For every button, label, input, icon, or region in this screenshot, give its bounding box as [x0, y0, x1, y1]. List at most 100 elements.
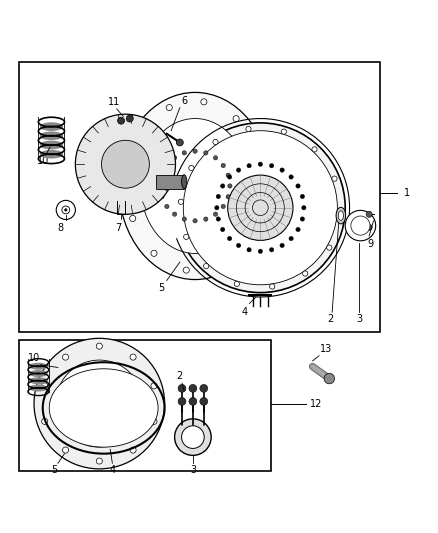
- Circle shape: [64, 208, 67, 211]
- Circle shape: [234, 281, 240, 286]
- Ellipse shape: [338, 211, 343, 220]
- Circle shape: [158, 184, 162, 188]
- Ellipse shape: [40, 122, 63, 131]
- Circle shape: [351, 216, 370, 235]
- Circle shape: [96, 458, 102, 464]
- Circle shape: [183, 267, 189, 273]
- Ellipse shape: [40, 141, 63, 149]
- Circle shape: [258, 162, 262, 166]
- Circle shape: [300, 217, 304, 221]
- Circle shape: [269, 164, 274, 168]
- Circle shape: [237, 168, 241, 172]
- Circle shape: [216, 195, 220, 199]
- Circle shape: [228, 175, 293, 240]
- Circle shape: [215, 206, 219, 210]
- Circle shape: [189, 165, 194, 171]
- Circle shape: [213, 212, 218, 216]
- Text: 4: 4: [110, 465, 116, 475]
- Circle shape: [175, 419, 211, 455]
- Circle shape: [151, 383, 157, 389]
- Circle shape: [166, 104, 172, 111]
- Circle shape: [246, 126, 251, 132]
- Circle shape: [303, 271, 308, 276]
- Text: 11: 11: [108, 97, 120, 107]
- Circle shape: [63, 447, 69, 453]
- Circle shape: [289, 236, 293, 241]
- Circle shape: [184, 234, 189, 239]
- Text: 6: 6: [181, 96, 187, 107]
- Circle shape: [233, 116, 239, 122]
- Text: 13: 13: [319, 344, 332, 354]
- Text: 10: 10: [37, 156, 49, 166]
- Circle shape: [189, 398, 197, 405]
- Text: 2: 2: [327, 314, 333, 325]
- Circle shape: [281, 129, 286, 134]
- Circle shape: [193, 149, 197, 154]
- Circle shape: [173, 212, 177, 216]
- Ellipse shape: [29, 370, 48, 377]
- Circle shape: [247, 164, 251, 168]
- Circle shape: [227, 175, 232, 179]
- Circle shape: [160, 195, 164, 199]
- Circle shape: [247, 248, 251, 252]
- Circle shape: [151, 251, 157, 256]
- Text: 9: 9: [367, 239, 374, 249]
- Circle shape: [237, 243, 241, 248]
- Text: 12: 12: [311, 399, 323, 409]
- Circle shape: [312, 147, 317, 152]
- Circle shape: [200, 398, 208, 405]
- Circle shape: [213, 139, 218, 144]
- Circle shape: [75, 114, 176, 214]
- Circle shape: [102, 140, 149, 188]
- Ellipse shape: [141, 118, 250, 254]
- Circle shape: [228, 184, 232, 188]
- Circle shape: [182, 426, 204, 448]
- Circle shape: [42, 383, 48, 389]
- Circle shape: [226, 195, 230, 199]
- Circle shape: [178, 398, 186, 405]
- Circle shape: [189, 384, 197, 392]
- Circle shape: [280, 168, 284, 172]
- Circle shape: [254, 150, 261, 157]
- Circle shape: [204, 263, 209, 269]
- Circle shape: [62, 206, 70, 214]
- Circle shape: [302, 206, 306, 210]
- Circle shape: [204, 151, 208, 155]
- Ellipse shape: [40, 132, 63, 140]
- Circle shape: [324, 373, 335, 384]
- Ellipse shape: [336, 207, 346, 224]
- Circle shape: [200, 384, 208, 392]
- Circle shape: [184, 131, 337, 285]
- Circle shape: [259, 194, 265, 200]
- Circle shape: [42, 418, 48, 424]
- Circle shape: [221, 204, 226, 208]
- Circle shape: [220, 184, 225, 188]
- Circle shape: [280, 243, 284, 248]
- Circle shape: [258, 249, 262, 254]
- Circle shape: [269, 248, 274, 252]
- Circle shape: [130, 215, 136, 222]
- Text: 4: 4: [241, 306, 247, 317]
- Circle shape: [56, 360, 143, 447]
- Circle shape: [246, 235, 251, 241]
- Circle shape: [130, 447, 136, 453]
- Circle shape: [176, 123, 345, 293]
- Text: 10: 10: [28, 353, 40, 363]
- Circle shape: [300, 195, 304, 199]
- Circle shape: [201, 99, 207, 105]
- Circle shape: [337, 211, 343, 216]
- Circle shape: [213, 156, 218, 160]
- Circle shape: [130, 354, 136, 360]
- Text: 3: 3: [190, 465, 196, 475]
- Text: 5: 5: [159, 283, 165, 293]
- Ellipse shape: [29, 363, 48, 370]
- Circle shape: [165, 163, 169, 168]
- Circle shape: [126, 115, 133, 122]
- Circle shape: [182, 217, 187, 221]
- Circle shape: [296, 228, 300, 232]
- Circle shape: [173, 156, 177, 160]
- Bar: [156, 175, 184, 189]
- Circle shape: [138, 131, 145, 138]
- Circle shape: [296, 184, 300, 188]
- Text: 2: 2: [177, 372, 183, 382]
